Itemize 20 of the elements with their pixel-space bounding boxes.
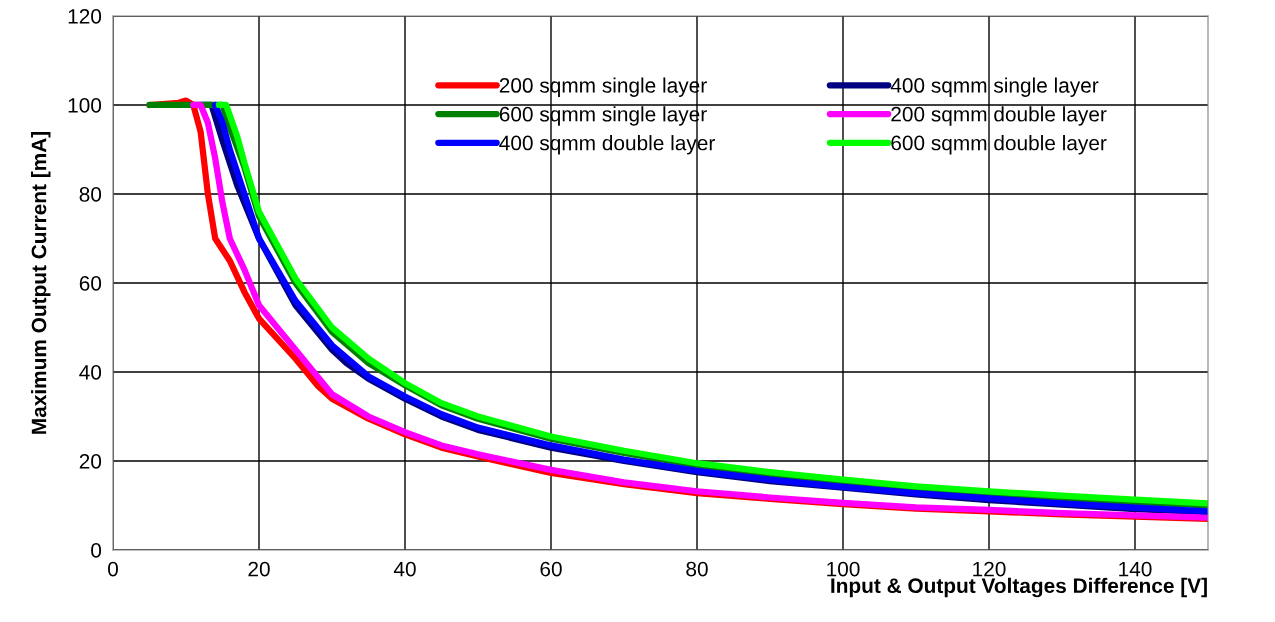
x-tick-label: 140 (1119, 561, 1152, 577)
legend-label: 400 sqmm single layer (890, 77, 1099, 97)
y-tick-label: 120 (68, 9, 102, 24)
x-tick-label: 100 (827, 561, 860, 577)
x-tick-label: 40 (393, 561, 416, 577)
y-tick-label: 40 (79, 365, 102, 380)
x-tick-label: 60 (540, 561, 562, 577)
y-axis-title: Maximum Output Current [mA] (31, 131, 51, 434)
x-axis-title: Input & Output Voltages Difference [V] (831, 577, 1207, 598)
x-tick-label: 20 (248, 561, 270, 577)
legend-label: 200 sqmm double layer (891, 106, 1107, 126)
legend-label: 600 sqmm double layer (891, 135, 1107, 155)
y-tick-label: 100 (68, 98, 102, 113)
x-tick-label: 0 (108, 561, 118, 577)
y-tick-label: 80 (79, 187, 102, 202)
y-tick-label: 60 (79, 276, 102, 291)
y-tick-label: 20 (79, 454, 102, 469)
x-tick-label: 80 (686, 561, 708, 577)
y-tick-label: 0 (91, 543, 102, 558)
x-tick-label: 120 (973, 561, 1006, 577)
